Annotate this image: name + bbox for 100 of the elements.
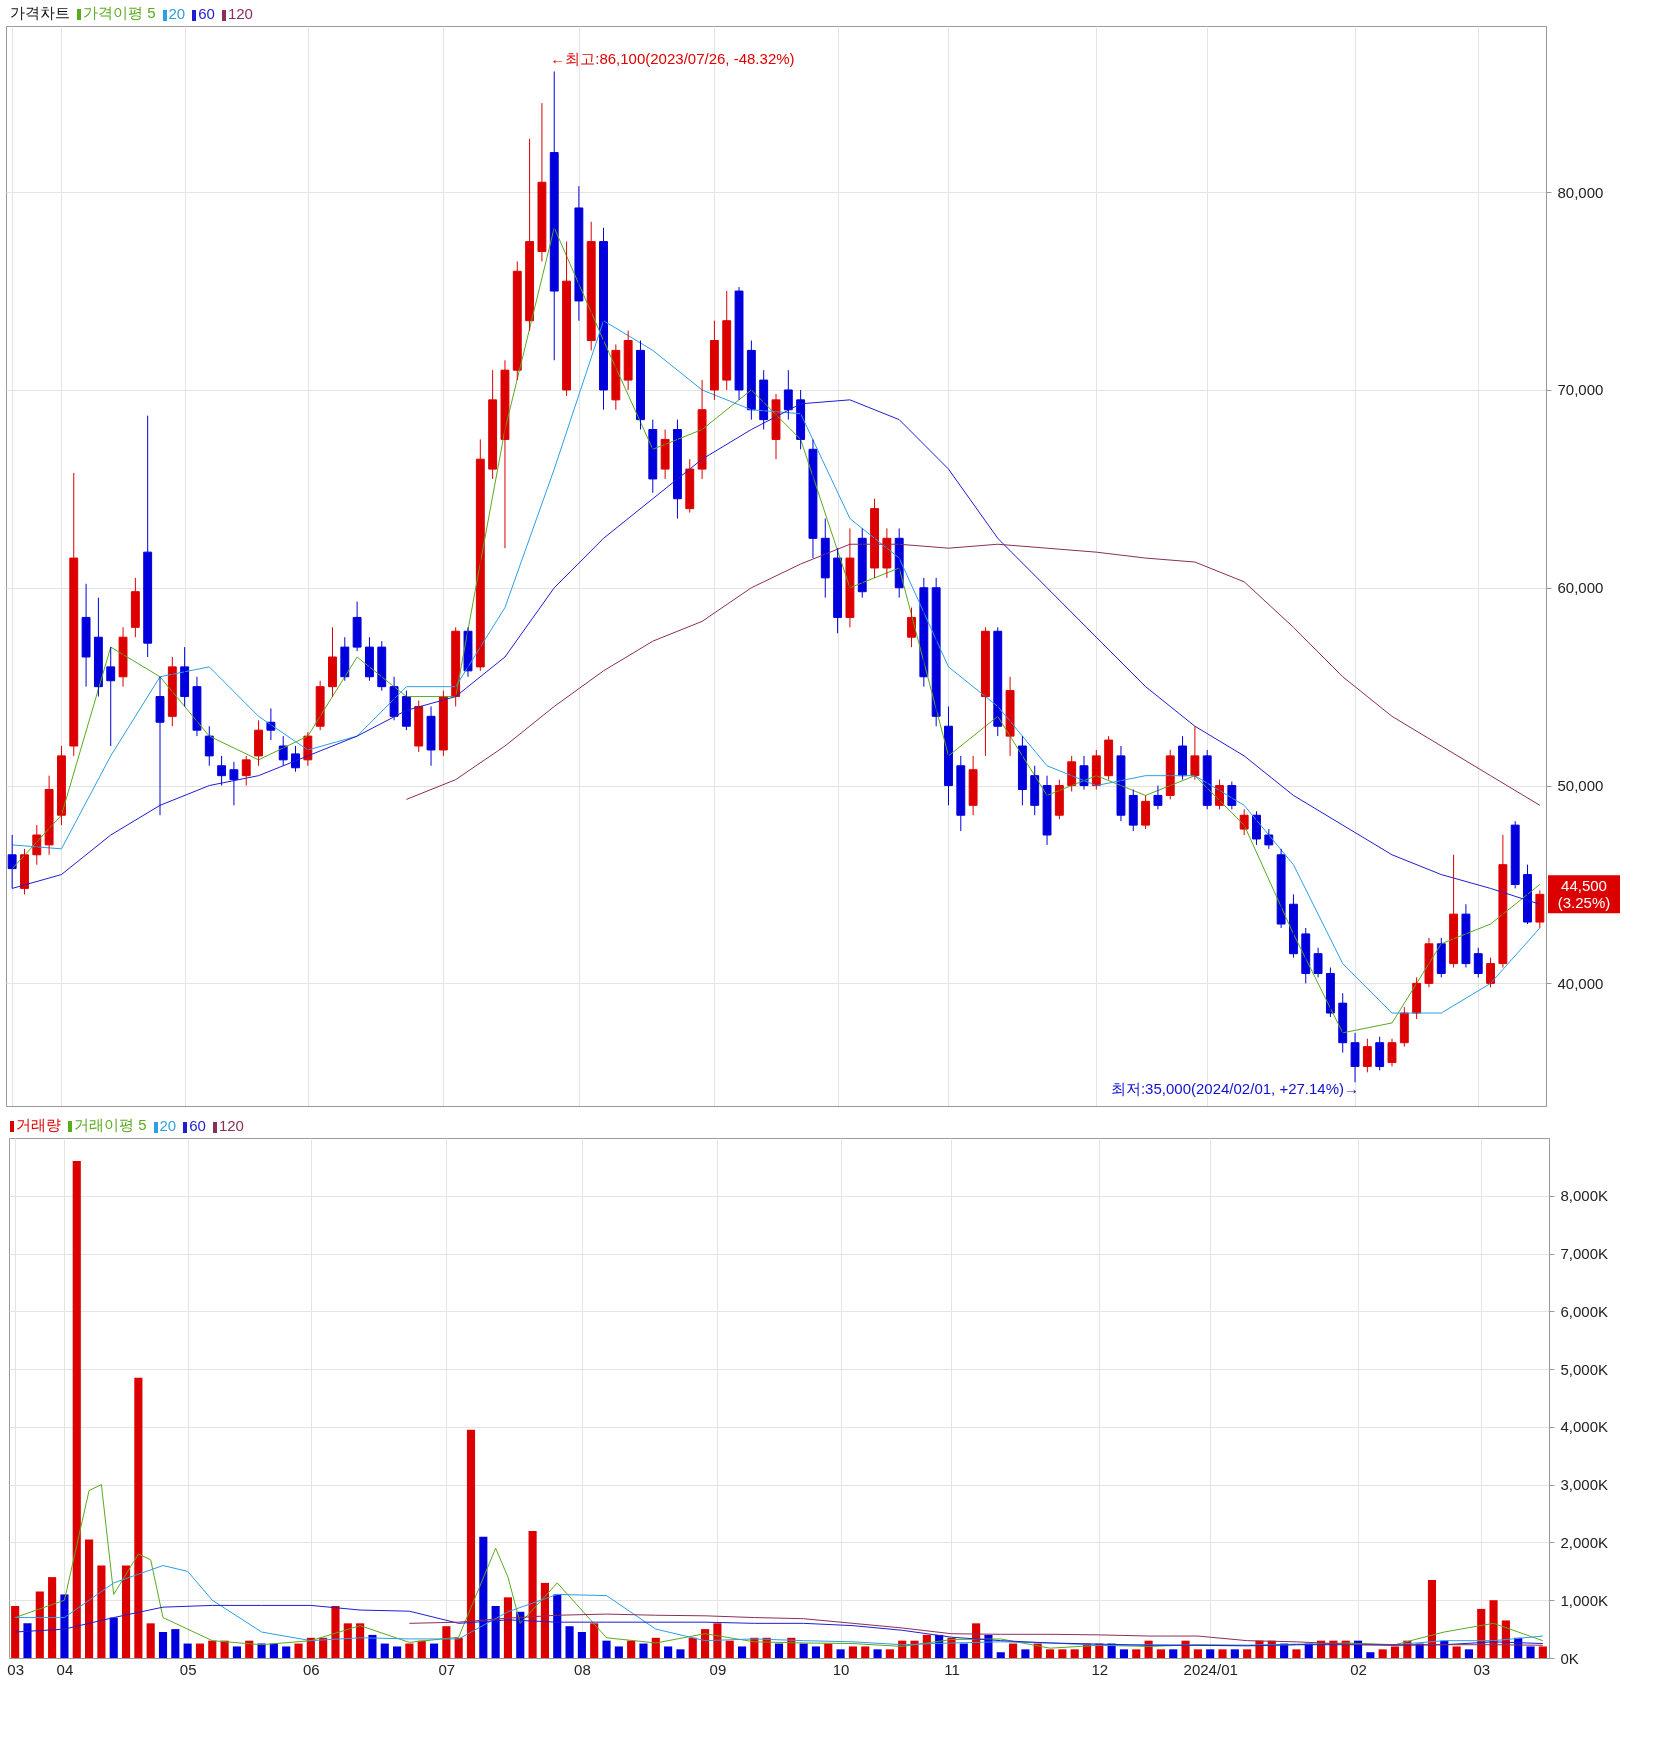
legend-label: 120 xyxy=(227,5,253,22)
bar xyxy=(1058,1649,1067,1658)
legend-label: 20 xyxy=(159,1117,177,1134)
y-tick-label: 4,000K xyxy=(1560,1418,1609,1436)
bar xyxy=(1021,1649,1030,1658)
bar xyxy=(836,1649,845,1658)
legend-label: 60 xyxy=(189,1117,206,1134)
bar xyxy=(393,1646,402,1658)
y-tick-label: 0K xyxy=(1560,1649,1579,1667)
bar xyxy=(651,1637,660,1658)
x-tick-label: 11 xyxy=(944,1660,960,1678)
legend-label: 20 xyxy=(168,5,186,22)
candlestick xyxy=(1153,785,1163,810)
annotation: ←최고:86,100(2023/07/26, -48.32%) xyxy=(550,50,795,68)
bar xyxy=(1045,1649,1055,1658)
bar xyxy=(861,1646,870,1658)
bar xyxy=(195,1643,205,1658)
bar xyxy=(553,1594,562,1658)
bar xyxy=(491,1606,500,1658)
x-tick-label: 05 xyxy=(179,1660,197,1678)
bar xyxy=(1452,1646,1461,1658)
candlestick xyxy=(734,286,744,401)
bar xyxy=(1292,1649,1301,1658)
candlestick xyxy=(1264,828,1274,850)
line-series xyxy=(14,1604,1544,1647)
bar xyxy=(356,1623,365,1658)
candlestick xyxy=(709,320,719,401)
bar xyxy=(885,1649,894,1658)
bar xyxy=(676,1649,685,1658)
x-tick-label: 07 xyxy=(438,1660,456,1678)
bar xyxy=(282,1646,291,1658)
y-tick-label: 50,000 xyxy=(1557,777,1604,795)
bar xyxy=(466,1429,476,1658)
bar xyxy=(1156,1649,1165,1658)
candlestick xyxy=(130,577,140,638)
x-tick-label: 03 xyxy=(1473,1660,1491,1678)
bar xyxy=(121,1565,131,1658)
x-tick-label: 10 xyxy=(832,1660,850,1678)
bar xyxy=(442,1626,451,1658)
candlestick xyxy=(217,755,227,787)
bar xyxy=(48,1577,57,1658)
bar xyxy=(405,1643,414,1658)
candlestick xyxy=(1473,947,1483,978)
y-tick-label: 6,000K xyxy=(1560,1302,1609,1320)
bar xyxy=(380,1643,389,1658)
bar xyxy=(35,1591,44,1658)
bar xyxy=(1206,1649,1215,1658)
y-tick-label: 80,000 xyxy=(1557,183,1604,201)
y-tick-label: 60,000 xyxy=(1557,579,1604,597)
bar xyxy=(146,1623,155,1658)
x-tick-label: 03 xyxy=(7,1660,24,1678)
candlestick xyxy=(1375,1036,1385,1071)
bar xyxy=(72,1161,81,1658)
y-tick-label: 2,000K xyxy=(1560,1533,1609,1551)
bar xyxy=(60,1594,69,1658)
x-tick-label: 06 xyxy=(303,1660,320,1678)
candlestick xyxy=(426,705,436,767)
candlestick xyxy=(956,755,966,832)
y-tick-label: 8,000K xyxy=(1560,1187,1609,1205)
x-tick-label: 04 xyxy=(56,1660,74,1678)
bar xyxy=(664,1646,673,1658)
bar xyxy=(1538,1646,1547,1658)
bar xyxy=(183,1643,192,1658)
x-tick-label: 2024/01 xyxy=(1183,1660,1238,1678)
bar xyxy=(701,1629,710,1658)
bar xyxy=(1366,1652,1375,1658)
candlestick xyxy=(143,415,153,658)
y-tick-label: 40,000 xyxy=(1557,974,1604,992)
bar xyxy=(23,1623,32,1658)
bar xyxy=(873,1649,882,1658)
candlestick xyxy=(1350,1032,1360,1083)
bar xyxy=(713,1623,722,1658)
x-tick-label: 02 xyxy=(1350,1660,1367,1678)
legend-label: 60 xyxy=(198,5,215,22)
bar xyxy=(1464,1649,1473,1658)
candlestick xyxy=(81,583,91,688)
bar xyxy=(454,1637,463,1658)
bar xyxy=(1009,1643,1018,1658)
candlestick xyxy=(623,330,633,391)
candlestick xyxy=(241,755,251,787)
candlestick xyxy=(1387,1038,1397,1067)
legend-label: 거래량 xyxy=(16,1116,61,1133)
bar xyxy=(824,1643,833,1658)
candlestick xyxy=(69,472,79,757)
bar xyxy=(910,1640,919,1658)
bar xyxy=(109,1617,118,1658)
candlestick xyxy=(106,646,116,747)
bar xyxy=(848,1646,857,1658)
bar xyxy=(208,1640,217,1658)
candlestick xyxy=(537,102,547,262)
bar xyxy=(134,1377,143,1658)
text: 가격이평 5 xyxy=(83,4,156,21)
bar xyxy=(11,1606,20,1658)
candlestick xyxy=(1128,789,1138,832)
line-series xyxy=(14,1484,1544,1649)
candlestick xyxy=(155,676,165,816)
x-tick-label: 08 xyxy=(574,1660,591,1678)
bar xyxy=(688,1637,697,1658)
bar xyxy=(614,1646,623,1658)
bar xyxy=(269,1643,278,1658)
